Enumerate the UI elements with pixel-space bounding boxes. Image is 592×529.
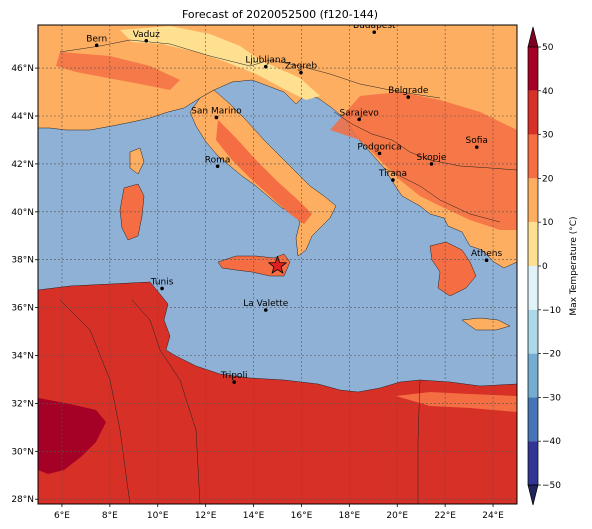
longitude-tick-label: 22°E bbox=[434, 511, 456, 521]
longitude-tick-label: 8°E bbox=[102, 511, 118, 521]
city-label: San Marino bbox=[191, 106, 242, 116]
map-frame bbox=[37, 24, 518, 505]
colorbar-segment bbox=[528, 90, 538, 135]
colorbar-tick-label: −10 bbox=[542, 306, 561, 316]
city-label: Roma bbox=[205, 155, 231, 165]
latitude-tick-label: 46°N bbox=[11, 64, 34, 74]
longitude-tick-label: 18°E bbox=[339, 511, 361, 521]
colorbar-segment bbox=[528, 178, 538, 223]
colorbar-tick-label: 10 bbox=[542, 218, 554, 228]
colorbar-tick-label: −20 bbox=[542, 350, 561, 360]
city-dot bbox=[484, 258, 489, 262]
longitude-tick-label: 12°E bbox=[195, 511, 217, 521]
map-title: Forecast of 2020052500 (f120-144) bbox=[182, 8, 378, 21]
land-corsica bbox=[129, 147, 145, 175]
longitude-tick-label: 14°E bbox=[243, 511, 265, 521]
city-dot bbox=[429, 162, 434, 166]
land-peloponnese bbox=[429, 241, 477, 297]
colorbar-segment bbox=[528, 134, 538, 179]
colorbar-extend-max bbox=[527, 26, 539, 48]
latitude-tick-label: 36°N bbox=[11, 304, 34, 314]
colorbar-segment bbox=[528, 397, 538, 442]
colorbar-tick-label: −40 bbox=[542, 437, 561, 447]
latitude-tick-label: 44°N bbox=[11, 112, 34, 122]
colorbar-label: Max Temperature (°C) bbox=[569, 216, 579, 315]
city-dot bbox=[372, 30, 377, 34]
city-label: Budapest bbox=[353, 21, 396, 31]
temp-zone-balkans bbox=[330, 92, 517, 230]
land-crete bbox=[461, 317, 511, 331]
colorbar-tick-label: 40 bbox=[542, 87, 554, 97]
city-label: Sarajevo bbox=[340, 108, 380, 118]
colorbar-segment bbox=[528, 309, 538, 354]
temp-zone-alps bbox=[120, 26, 320, 100]
location-marker bbox=[267, 255, 288, 274]
city-dot bbox=[357, 117, 361, 122]
city-dot bbox=[474, 145, 479, 149]
temp-zone-libya-coast bbox=[396, 392, 517, 412]
city-label: Vaduz bbox=[133, 30, 160, 40]
colorbar-segment bbox=[528, 266, 538, 310]
latitude-tick-label: 40°N bbox=[11, 208, 34, 218]
longitude-tick-label: 16°E bbox=[291, 511, 313, 521]
longitude-tick-label: 10°E bbox=[147, 511, 169, 521]
longitude-ticks: 6°E 8°E 10°E 12°E 14°E 16°E 18°E 20°E 22°E 24°E bbox=[54, 504, 504, 521]
colorbar-tick-label: 20 bbox=[542, 174, 554, 184]
city-dot bbox=[377, 151, 382, 156]
city-dot bbox=[299, 70, 303, 75]
latitude-tick-label: 32°N bbox=[11, 399, 34, 409]
latitude-tick-label: 28°N bbox=[11, 495, 34, 505]
star-marker bbox=[267, 255, 288, 274]
city-dot bbox=[263, 308, 268, 312]
city-dot bbox=[406, 95, 411, 99]
colorbar-extend-min bbox=[527, 484, 539, 506]
city-label: Tripoli bbox=[220, 371, 248, 381]
city-dot bbox=[214, 115, 219, 120]
temp-zone-po-valley bbox=[56, 52, 180, 90]
colorbar-segment bbox=[528, 222, 538, 266]
city-label: Zagreb bbox=[285, 62, 317, 72]
city-label: Podgorica bbox=[357, 142, 401, 152]
temp-zone-italy bbox=[216, 120, 312, 224]
longitude-tick-label: 20°E bbox=[386, 511, 408, 521]
longitude-tick-label: 6°E bbox=[54, 511, 70, 521]
city-label: Belgrade bbox=[388, 86, 429, 96]
colorbar-tick-label: 30 bbox=[542, 131, 554, 141]
latitude-tick-label: 30°N bbox=[11, 447, 34, 457]
colorbar-tick-label: −50 bbox=[542, 481, 561, 491]
latitude-ticks: 28°N 30°N 32°N 34°N 36°N 38°N 40°N 42°N 44°N 46°N bbox=[11, 64, 38, 505]
longitude-tick-label: 24°E bbox=[482, 511, 504, 521]
city-label: Tunis bbox=[150, 277, 174, 287]
latitude-tick-label: 38°N bbox=[11, 256, 34, 266]
colorbar-tick-label: 0 bbox=[542, 262, 548, 272]
city-label: Tirana bbox=[378, 169, 407, 179]
latitude-tick-label: 34°N bbox=[11, 352, 34, 362]
temp-zone-desert-hot bbox=[38, 398, 106, 474]
city-dot bbox=[232, 380, 236, 384]
city-dot bbox=[391, 178, 395, 182]
colorbar-tick-label: 50 bbox=[542, 43, 554, 53]
city-label: Athens bbox=[471, 249, 502, 259]
city-label: Skopje bbox=[417, 153, 447, 163]
latitude-tick-label: 42°N bbox=[11, 160, 34, 170]
colorbar-segment bbox=[528, 441, 538, 485]
city-dot bbox=[160, 286, 164, 291]
city-label: Bern bbox=[86, 34, 107, 44]
city-dot bbox=[215, 164, 220, 169]
colorbar-segment bbox=[528, 47, 538, 91]
city-dot bbox=[263, 64, 268, 69]
city-label: La Valette bbox=[243, 299, 288, 309]
colorbar-tick-label: −30 bbox=[542, 393, 561, 403]
colorbar: 50 40 30 20 10 0 −10 −20 −30 −40 −50 bbox=[527, 26, 561, 506]
city-label: Sofia bbox=[466, 136, 488, 146]
city-label: Ljubljana bbox=[245, 56, 286, 66]
city-dot bbox=[144, 39, 149, 43]
colorbar-segment bbox=[528, 353, 538, 398]
city-dot bbox=[94, 43, 99, 48]
